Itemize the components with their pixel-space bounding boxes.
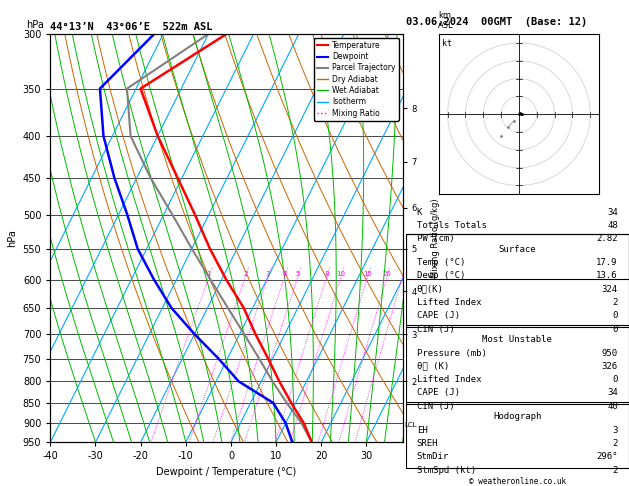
Text: 20: 20 <box>382 271 391 277</box>
Legend: Temperature, Dewpoint, Parcel Trajectory, Dry Adiabat, Wet Adiabat, Isotherm, Mi: Temperature, Dewpoint, Parcel Trajectory… <box>314 38 399 121</box>
Bar <box>406 234 629 327</box>
Text: 10: 10 <box>337 271 345 277</box>
Text: Temp (°C): Temp (°C) <box>417 258 465 267</box>
Text: Pressure (mb): Pressure (mb) <box>417 348 487 358</box>
X-axis label: Dewpoint / Temperature (°C): Dewpoint / Temperature (°C) <box>157 467 296 477</box>
Text: 2.82: 2.82 <box>596 234 618 243</box>
Text: Totals Totals: Totals Totals <box>417 221 487 230</box>
Text: © weatheronline.co.uk: © weatheronline.co.uk <box>469 478 566 486</box>
Text: θᴄ (K): θᴄ (K) <box>417 362 449 371</box>
Text: km
ASL: km ASL <box>438 11 454 30</box>
Text: 950: 950 <box>602 348 618 358</box>
Text: 324: 324 <box>602 285 618 294</box>
Text: 0: 0 <box>613 375 618 384</box>
Text: θᴄ(K): θᴄ(K) <box>417 285 443 294</box>
Text: Most Unstable: Most Unstable <box>482 335 552 344</box>
Text: 2: 2 <box>613 439 618 448</box>
Bar <box>406 234 629 279</box>
Text: CAPE (J): CAPE (J) <box>417 312 460 320</box>
Text: Hodograph: Hodograph <box>493 412 542 421</box>
Text: Surface: Surface <box>499 245 536 254</box>
Text: 17.9: 17.9 <box>596 258 618 267</box>
Text: 34: 34 <box>607 208 618 217</box>
Text: Dewp (°C): Dewp (°C) <box>417 271 465 280</box>
Text: 15: 15 <box>363 271 372 277</box>
Text: 34: 34 <box>607 388 618 398</box>
Text: CIN (J): CIN (J) <box>417 402 455 411</box>
Text: 44°13’N  43°06’E  522m ASL: 44°13’N 43°06’E 522m ASL <box>50 22 213 32</box>
Text: Mixing Ratio (g/kg): Mixing Ratio (g/kg) <box>431 198 440 278</box>
Text: CAPE (J): CAPE (J) <box>417 388 460 398</box>
Text: EH: EH <box>417 426 428 434</box>
Text: 1: 1 <box>207 271 211 277</box>
Text: K: K <box>417 208 422 217</box>
Text: 3: 3 <box>613 426 618 434</box>
Text: Lifted Index: Lifted Index <box>417 375 481 384</box>
Text: 4: 4 <box>282 271 287 277</box>
Text: StmSpd (kt): StmSpd (kt) <box>417 466 476 474</box>
Text: LCL: LCL <box>405 422 417 428</box>
Text: 2: 2 <box>613 466 618 474</box>
Text: SREH: SREH <box>417 439 438 448</box>
Text: 13.6: 13.6 <box>596 271 618 280</box>
Text: 326: 326 <box>602 362 618 371</box>
Text: 03.06.2024  00GMT  (Base: 12): 03.06.2024 00GMT (Base: 12) <box>406 17 587 27</box>
Text: 40: 40 <box>607 402 618 411</box>
Text: 3: 3 <box>266 271 270 277</box>
Text: 48: 48 <box>607 221 618 230</box>
Text: StmDir: StmDir <box>417 452 449 461</box>
Text: 5: 5 <box>296 271 300 277</box>
Text: Lifted Index: Lifted Index <box>417 298 481 307</box>
Text: 2: 2 <box>243 271 248 277</box>
Text: hPa: hPa <box>26 20 43 30</box>
Text: 0: 0 <box>613 325 618 333</box>
Bar <box>406 325 629 404</box>
Text: PW (cm): PW (cm) <box>417 234 455 243</box>
Text: 0: 0 <box>613 312 618 320</box>
Text: 2: 2 <box>613 298 618 307</box>
Y-axis label: hPa: hPa <box>7 229 17 247</box>
Text: CIN (J): CIN (J) <box>417 325 455 333</box>
Bar <box>406 402 629 468</box>
Text: 8: 8 <box>325 271 329 277</box>
Text: 296°: 296° <box>596 452 618 461</box>
Text: kt: kt <box>442 39 452 49</box>
